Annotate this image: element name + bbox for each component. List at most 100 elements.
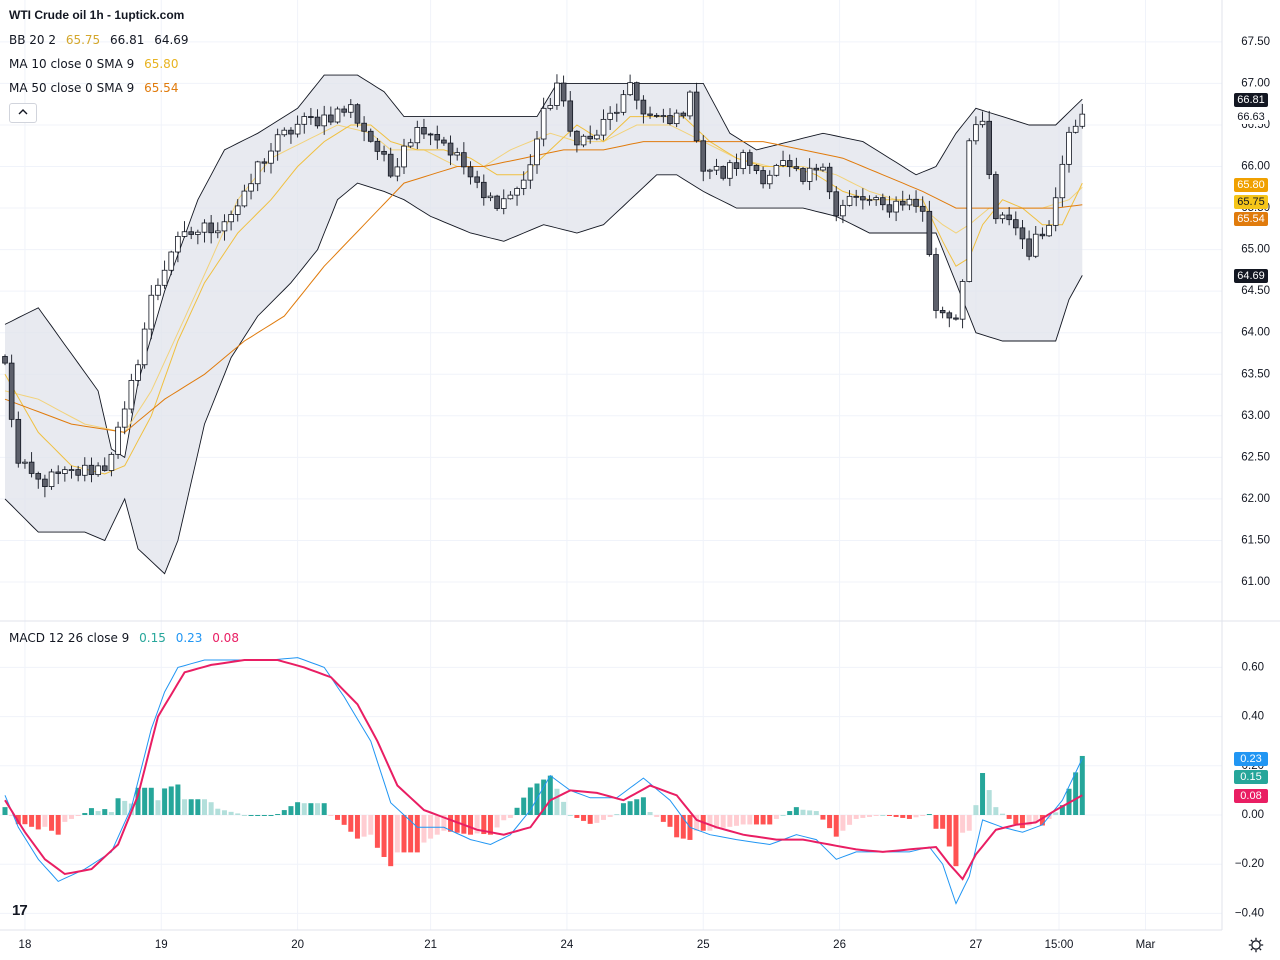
macd-legend-v1: 0.15	[139, 631, 166, 645]
candle-body	[128, 380, 135, 410]
candle	[620, 90, 627, 116]
candle-body	[733, 162, 740, 169]
macd-histogram-bar	[561, 801, 567, 815]
candle	[1059, 155, 1066, 207]
candle-body	[121, 408, 128, 428]
signal-badge: 0.15	[1234, 770, 1268, 784]
candle	[633, 81, 640, 110]
macd-histogram-bar	[547, 775, 553, 815]
macd-histogram-bar	[587, 815, 593, 824]
candle-body	[467, 166, 474, 178]
candle	[35, 471, 42, 489]
price-axis-tick-label: 61.00	[1241, 576, 1270, 588]
candle-body	[268, 150, 274, 164]
candle-body	[301, 116, 308, 125]
time-axis-tick-label: Mar	[1136, 939, 1156, 951]
candle-body	[434, 133, 441, 141]
candle-body	[740, 152, 746, 169]
candle-body	[228, 214, 234, 223]
candle-body	[813, 167, 820, 171]
candle-body	[334, 108, 341, 123]
candle	[494, 194, 500, 211]
candle-body	[1032, 233, 1039, 257]
candle-body	[866, 199, 873, 202]
candle	[906, 194, 913, 211]
macd-histogram-bar	[820, 815, 826, 820]
candles	[2, 74, 1086, 498]
candle-body	[753, 164, 760, 171]
candle-body	[188, 231, 195, 235]
candle	[214, 222, 221, 239]
candle-body	[846, 195, 853, 206]
candle-body	[308, 116, 314, 118]
macd-histogram-bar	[986, 790, 992, 815]
candle	[527, 154, 534, 189]
macd-histogram-bar	[614, 814, 620, 816]
macd-histogram-bar	[62, 815, 68, 822]
candle	[447, 135, 454, 166]
candle-body	[640, 99, 647, 115]
candle-body	[933, 254, 939, 311]
macd-histogram-bar	[454, 815, 460, 833]
candle	[68, 465, 75, 479]
macd-histogram-bar	[720, 815, 726, 828]
candle-body	[700, 140, 707, 172]
ma10-legend[interactable]: MA 10 close 0 SMA 9 65.80	[9, 57, 184, 71]
macd-histogram-bar	[195, 799, 201, 815]
candle-body	[487, 195, 494, 199]
candle	[314, 109, 321, 129]
candle-body	[607, 112, 613, 120]
candle-body	[421, 127, 427, 135]
candle-body	[328, 114, 334, 123]
ma50-legend[interactable]: MA 50 close 0 SMA 9 65.54	[9, 81, 184, 95]
candle	[241, 184, 248, 208]
macd-histogram-bar	[993, 807, 999, 815]
candle	[441, 136, 447, 146]
bb-legend-label: BB 20 2	[9, 33, 56, 47]
candle-body	[22, 461, 28, 464]
candle	[567, 91, 574, 137]
candle	[640, 95, 647, 124]
candle-body	[906, 198, 913, 206]
candle	[328, 106, 334, 126]
macd-histogram-bar	[281, 810, 287, 815]
candle-body	[135, 364, 141, 381]
macd-histogram-bar	[933, 815, 939, 829]
candle	[175, 231, 181, 263]
macd-legend-v3: 0.08	[212, 631, 239, 645]
ma10-legend-label: MA 10 close 0 SMA 9	[9, 57, 135, 71]
macd-histogram-bar	[108, 812, 114, 815]
macd-histogram-bar	[102, 809, 108, 815]
candle	[168, 250, 175, 276]
time-axis-tick-label: 18	[19, 939, 32, 951]
macd-histogram-bar	[321, 803, 327, 815]
macd-histogram-bar	[873, 815, 879, 816]
macd-histogram-bar	[248, 815, 254, 816]
candle	[800, 167, 806, 185]
bb-legend[interactable]: BB 20 2 65.75 66.81 64.69	[9, 33, 195, 47]
tradingview-logo[interactable]: 17	[12, 902, 28, 919]
macd-histogram-bar	[188, 799, 194, 815]
macd-legend[interactable]: MACD 12 26 close 9 0.15 0.23 0.08	[9, 631, 245, 645]
candle-body	[68, 469, 75, 471]
candle	[893, 196, 899, 222]
candle-body	[201, 222, 208, 233]
candle-body	[760, 170, 766, 185]
candle-body	[953, 317, 959, 320]
candle	[148, 285, 155, 340]
candle-body	[214, 230, 221, 234]
macd-histogram-bar	[221, 810, 227, 815]
gear-icon[interactable]	[1248, 937, 1264, 958]
macd-histogram-bar	[1039, 815, 1045, 826]
macd-histogram-bar	[75, 815, 81, 816]
macd-histogram-bar	[268, 815, 274, 816]
candle-body	[1019, 227, 1026, 240]
collapse-legend-button[interactable]	[9, 103, 37, 123]
candle	[993, 171, 999, 224]
candle-body	[175, 236, 181, 253]
macd-histogram-bar	[900, 815, 906, 818]
candle	[461, 142, 467, 175]
macd-histogram-bar	[527, 787, 533, 815]
candle-body	[288, 129, 294, 135]
